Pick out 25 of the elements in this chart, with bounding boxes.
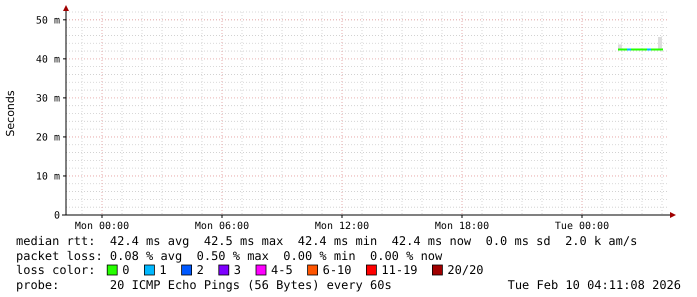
y-tick-label: 40 m [36,54,60,66]
legend-label: 1 [159,263,167,277]
x-tick-label: Mon 06:00 [194,221,250,232]
text: packet loss: 0.08 % avg 0.50 % max 0.00 % min 0.00 % now [16,249,444,263]
legend-label: 11-19 [381,263,418,277]
y-axis-title: Seconds [4,90,17,137]
x-tick-label: Tue 00:00 [554,221,610,232]
x-tick-label: Mon 12:00 [314,221,370,232]
y-tick-label: 10 m [36,171,60,182]
y-tick-label: 30 m [36,93,60,104]
legend-label: 3 [234,263,242,277]
legend-title: loss color: [16,263,96,277]
text: median rtt: 42.4 ms avg 42.5 ms max 42.4 ms min 42.4 ms now 0.0 ms sd 2.0 k am/s [16,234,638,248]
legend-label: 4-5 [271,263,293,277]
legend-label: 0 [122,263,130,277]
x-tick-label: Mon 00:00 [74,221,130,232]
y-tick-label: 50 m [36,15,60,26]
legend-label: 20/20 [447,263,484,277]
legend-label: 6-10 [322,263,352,277]
text: Tue Feb 10 04:11:08 2026 [508,278,681,292]
y-tick-label: 0 [54,210,60,222]
x-tick-label: Mon 18:00 [434,221,490,232]
text: probe: 20 ICMP Echo Pings (56 Bytes) every 60s [16,278,392,292]
y-tick-label: 20 m [36,132,60,144]
legend-label: 2 [196,263,204,277]
